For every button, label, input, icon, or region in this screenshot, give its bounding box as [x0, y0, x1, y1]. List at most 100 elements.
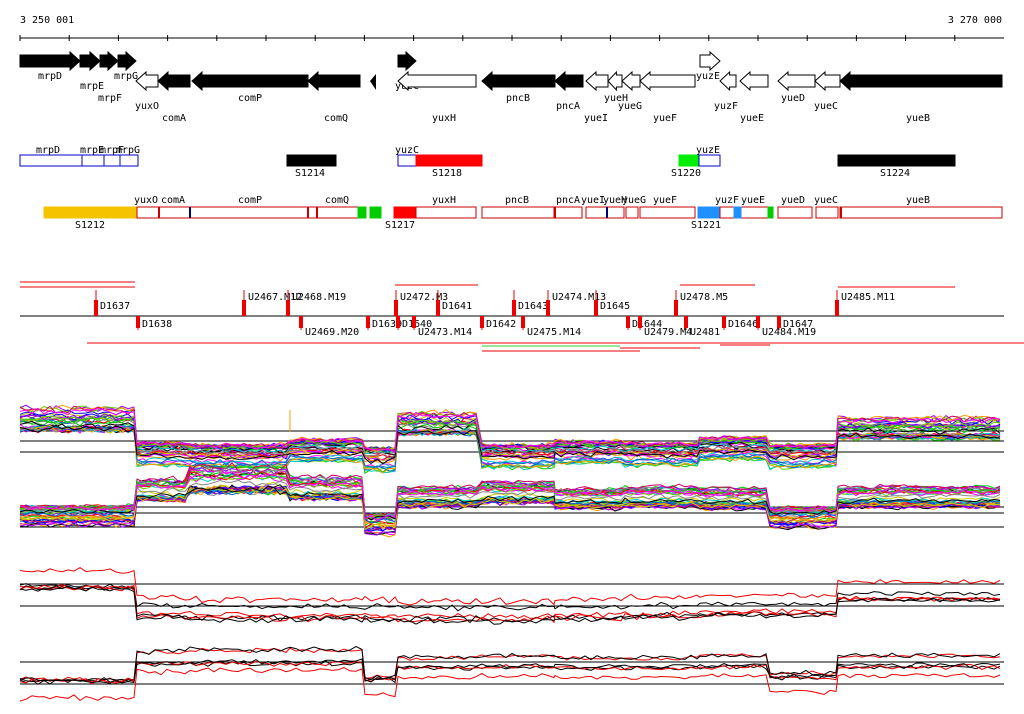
- transcript-label: U2467.M12: [248, 292, 302, 303]
- transcript-label: D1647: [783, 319, 813, 330]
- gene-arrow: [585, 70, 609, 92]
- transcript-label: U2478.M5: [680, 292, 728, 303]
- transcript-label: D1641: [442, 301, 472, 312]
- gene-arrow: [397, 70, 477, 92]
- segment-box: [719, 206, 769, 219]
- gene-label: mrpG: [114, 71, 138, 82]
- gene-arrow: [117, 50, 137, 72]
- gene-arrow: [157, 70, 191, 92]
- feature-label: S1224: [880, 168, 910, 179]
- segment-mark: [307, 207, 309, 218]
- gene-arrow: [621, 70, 641, 92]
- segment-label: comP: [238, 195, 262, 206]
- gene-label: mrpD: [38, 71, 62, 82]
- transcript-label: U2481: [690, 327, 720, 338]
- segment-box: [553, 206, 583, 219]
- segment-label: pncB: [505, 195, 529, 206]
- transcript-label: D1646: [728, 319, 758, 330]
- gene-label: yueC: [814, 101, 838, 112]
- trace: [19, 485, 1001, 520]
- segment-label: yueE: [741, 195, 765, 206]
- trace: [19, 660, 1001, 685]
- gene-arrow: [699, 50, 721, 72]
- segment-mark: [840, 207, 842, 218]
- gene-arrow: [19, 50, 81, 72]
- transcript-label: D1637: [100, 301, 130, 312]
- feature-label: yuzC: [395, 145, 419, 156]
- feature-box: [103, 154, 121, 167]
- gene-label: yueH: [604, 93, 628, 104]
- gene-label: yuzE: [696, 71, 720, 82]
- feature-label: mrpG: [116, 145, 140, 156]
- trace: [19, 479, 1001, 518]
- segment-box: [136, 206, 359, 219]
- transcript-label: D1639: [372, 319, 402, 330]
- gene-arrow: [135, 70, 159, 92]
- gene-label: comA: [162, 113, 186, 124]
- gene-label: yuxH: [432, 113, 456, 124]
- segment-label: comA: [161, 195, 185, 206]
- trace: [19, 584, 1001, 619]
- segment-mark: [158, 207, 160, 218]
- transcript-label: U2469.M20: [305, 327, 359, 338]
- gene-label: yueG: [618, 101, 642, 112]
- gene-label: yueI: [584, 113, 608, 124]
- trace: [19, 424, 1001, 465]
- feature-label: S1218: [432, 168, 462, 179]
- segment-box: [815, 206, 839, 219]
- feature-label: mrpF: [100, 145, 124, 156]
- segment-label: yueD: [781, 195, 805, 206]
- gene-arrow: [99, 50, 119, 72]
- feature-label: mrpD: [36, 145, 60, 156]
- segment-label: yuxH: [432, 195, 456, 206]
- trace: [19, 584, 1001, 624]
- segment-mark: [189, 207, 191, 218]
- gene-label: yueD: [781, 93, 805, 104]
- trace: [19, 667, 1001, 702]
- end-coordinate: 3 270 000: [948, 15, 1002, 26]
- gene-arrow: [397, 50, 417, 72]
- gene-label: mrpF: [98, 93, 122, 104]
- gene-arrow: [839, 70, 1003, 92]
- segment-label: yueF: [653, 195, 677, 206]
- transcript-label: U2479.M4: [644, 327, 692, 338]
- gene-arrow: [814, 70, 841, 92]
- feature-box: [837, 154, 956, 167]
- transcript-label: U2468.M19: [292, 292, 346, 303]
- small-gene: [370, 74, 376, 90]
- segment-label: S1212: [75, 220, 105, 231]
- segment-mark: [606, 207, 608, 218]
- segment-mark: [316, 207, 318, 218]
- trace: [19, 567, 1001, 606]
- feature-label: mrpE: [80, 145, 104, 156]
- segment-box: [767, 206, 774, 219]
- feature-box: [678, 154, 700, 167]
- feature-label: yuzE: [696, 145, 720, 156]
- gene-arrow: [307, 70, 361, 92]
- segment-box: [43, 206, 138, 219]
- trace: [19, 407, 1001, 454]
- trace: [19, 658, 1001, 684]
- segment-box: [393, 206, 417, 219]
- gene-label: yueE: [740, 113, 764, 124]
- gene-label: comQ: [324, 113, 348, 124]
- gene-arrow: [554, 70, 584, 92]
- transcript-label: D1640: [402, 319, 432, 330]
- trace: [19, 425, 1001, 469]
- transcript-label: D1643: [518, 301, 548, 312]
- gene-arrow: [739, 70, 769, 92]
- trace: [19, 583, 1001, 612]
- transcript-label: D1642: [486, 319, 516, 330]
- segment-box: [585, 206, 625, 219]
- transcript-label: U2475.M14: [527, 327, 581, 338]
- segment-label: yueC: [814, 195, 838, 206]
- transcript-label: U2474.M13: [552, 292, 606, 303]
- feature-label: S1214: [295, 168, 325, 179]
- gene-arrow: [719, 70, 737, 92]
- trace: [19, 585, 1001, 625]
- gene-label: pncA: [556, 101, 580, 112]
- gene-label: yueF: [653, 113, 677, 124]
- start-coordinate: 3 250 001: [20, 15, 74, 26]
- segment-box: [357, 206, 367, 219]
